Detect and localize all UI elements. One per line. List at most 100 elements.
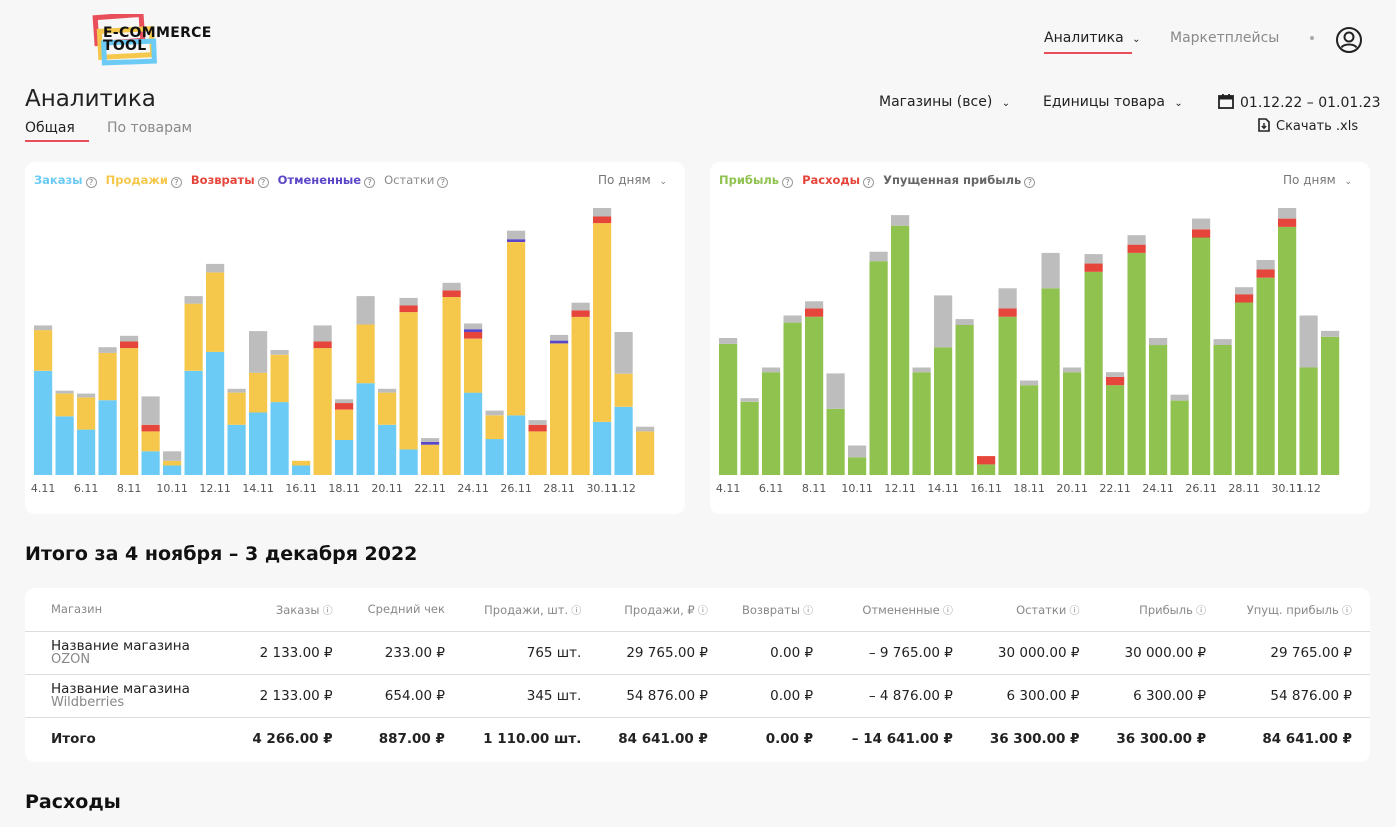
bar-Продажи-9.11[interactable] [141, 431, 160, 452]
bar-Прибыль-8.11[interactable] [805, 316, 824, 475]
bar-Упущенная прибыль-26.11[interactable] [1192, 218, 1211, 230]
legend-sales[interactable]: Продажи [105, 173, 168, 187]
help-icon[interactable]: ⓘ [694, 605, 708, 617]
bar-Упущенная прибыль-1.12[interactable] [1299, 315, 1318, 368]
help-icon[interactable]: ? [863, 177, 875, 188]
bar-Заказы-12.11[interactable] [206, 351, 225, 475]
bar-Упущенная прибыль-18.11[interactable] [1020, 380, 1039, 386]
bar-Расходы-8.11[interactable] [805, 308, 824, 317]
legend-profit[interactable]: Прибыль [719, 173, 780, 187]
bar-Остатки-5.11[interactable] [55, 390, 74, 394]
bar-Расходы-22.11[interactable] [1106, 376, 1125, 386]
bar-Заказы-21.11[interactable] [399, 449, 418, 475]
bar-Заказы-13.11[interactable] [227, 424, 246, 475]
bar-Остатки-20.11[interactable] [378, 388, 397, 393]
bar-Возвраты-17.11[interactable] [313, 341, 332, 349]
help-icon[interactable]: ⓘ [568, 605, 582, 617]
bar-Отмененные-22.11[interactable] [421, 441, 440, 445]
bar-Остатки-22.11[interactable] [421, 438, 440, 442]
table-row[interactable]: Название магазина Wildberries 2 133.00 ₽65… [25, 674, 1370, 718]
bar-Упущенная прибыль-4.11[interactable] [719, 338, 738, 344]
bar-Продажи-4.11[interactable] [34, 330, 53, 371]
bar-Остатки-1.12[interactable] [614, 332, 633, 374]
bar-Заказы-1.12[interactable] [614, 406, 633, 475]
bar-Упущенная прибыль-15.11[interactable] [955, 319, 974, 325]
units-filter-dropdown[interactable]: Единицы товара ⌄ [1043, 94, 1183, 110]
bar-Прибыль-24.11[interactable] [1149, 345, 1168, 475]
bar-Упущенная прибыль-11.11[interactable] [869, 251, 888, 262]
bar-Продажи-22.11[interactable] [421, 444, 440, 475]
bar-Прибыль-16.11[interactable] [977, 464, 996, 475]
bar-Прибыль-25.11[interactable] [1170, 400, 1189, 475]
bar-Продажи-17.11[interactable] [313, 348, 332, 475]
bar-Прибыль-9.11[interactable] [826, 408, 845, 475]
bar-Упущенная прибыль-23.11[interactable] [1127, 235, 1146, 245]
bar-Прибыль-5.11[interactable] [740, 401, 759, 475]
bar-Расходы-21.11[interactable] [1084, 263, 1103, 272]
bar-Заказы-11.11[interactable] [184, 370, 203, 475]
legend-expenses[interactable]: Расходы [802, 173, 861, 187]
help-icon[interactable]: ? [85, 177, 97, 188]
help-icon[interactable]: ? [257, 177, 269, 188]
bar-Остатки-25.11[interactable] [485, 410, 504, 416]
legend-cancelled[interactable]: Отмененные [277, 173, 362, 187]
bar-Упущенная прибыль-14.11[interactable] [934, 295, 953, 348]
help-icon[interactable]: ⓘ [939, 605, 953, 617]
bar-Заказы-7.11[interactable] [98, 400, 117, 475]
bar-Заказы-9.11[interactable] [141, 451, 160, 475]
bar-Остатки-21.11[interactable] [399, 297, 418, 306]
date-range-picker[interactable]: 01.12.22 – 01.01.23 [1218, 94, 1381, 111]
user-profile-icon[interactable] [1335, 26, 1363, 54]
bar-Продажи-27.11[interactable] [528, 431, 547, 475]
bar-Прибыль-12.11[interactable] [891, 225, 910, 475]
bar-Упущенная прибыль-2.12[interactable] [1321, 330, 1340, 337]
legend-returns[interactable]: Возвраты [190, 173, 255, 187]
download-xls-button[interactable]: Скачать .xls [1258, 118, 1358, 134]
bar-Заказы-26.11[interactable] [507, 415, 526, 475]
bar-Заказы-20.11[interactable] [378, 424, 397, 475]
bar-Продажи-18.11[interactable] [335, 409, 354, 440]
bar-Остатки-29.11[interactable] [571, 302, 590, 311]
bar-Прибыль-17.11[interactable] [998, 316, 1017, 475]
bar-Продажи-20.11[interactable] [378, 392, 397, 425]
bar-Прибыль-26.11[interactable] [1192, 237, 1211, 476]
bar-Упущенная прибыль-9.11[interactable] [826, 373, 845, 409]
bar-Прибыль-13.11[interactable] [912, 372, 931, 475]
period-dropdown[interactable]: По дням ⌄ [1283, 173, 1352, 187]
bar-Возвраты-27.11[interactable] [528, 424, 547, 432]
bar-Остатки-23.11[interactable] [442, 282, 461, 291]
bar-Прибыль-6.11[interactable] [762, 372, 781, 475]
tab-products[interactable]: По товарам [107, 120, 193, 136]
bar-Прибыль-10.11[interactable] [848, 457, 867, 475]
bar-Заказы-19.11[interactable] [356, 383, 375, 475]
bar-Упущенная прибыль-6.11[interactable] [762, 367, 781, 373]
bar-Прибыль-4.11[interactable] [719, 343, 738, 475]
bar-Заказы-10.11[interactable] [163, 465, 182, 476]
bar-Прибыль-11.11[interactable] [869, 261, 888, 475]
bar-Расходы-28.11[interactable] [1235, 294, 1254, 303]
bar-Остатки-2.12[interactable] [636, 426, 655, 432]
bar-Расходы-17.11[interactable] [998, 308, 1017, 317]
bar-Продажи-16.11[interactable] [292, 460, 311, 466]
bar-Заказы-14.11[interactable] [249, 412, 268, 476]
bar-Упущенная прибыль-17.11[interactable] [998, 288, 1017, 309]
bar-Продажи-25.11[interactable] [485, 415, 504, 440]
bar-Продажи-21.11[interactable] [399, 312, 418, 450]
help-icon[interactable]: ⓘ [1192, 605, 1207, 617]
bar-Остатки-19.11[interactable] [356, 296, 375, 325]
bar-Заказы-16.11[interactable] [292, 465, 311, 476]
bar-Упущенная прибыль-30.11[interactable] [1278, 208, 1297, 219]
bar-Прибыль-15.11[interactable] [955, 325, 974, 475]
bar-Упущенная прибыль-20.11[interactable] [1063, 367, 1082, 373]
bar-Остатки-27.11[interactable] [528, 420, 547, 425]
bar-Заказы-6.11[interactable] [77, 429, 96, 475]
bar-Остатки-4.11[interactable] [34, 325, 53, 331]
bar-Расходы-26.11[interactable] [1192, 229, 1211, 238]
help-icon[interactable]: ⓘ [1066, 605, 1080, 617]
bar-Возвраты-9.11[interactable] [141, 424, 160, 432]
logo-icon[interactable] [24, 14, 234, 66]
bar-Упущенная прибыль-27.11[interactable] [1213, 339, 1232, 345]
bar-Продажи-19.11[interactable] [356, 324, 375, 384]
bar-Упущенная прибыль-25.11[interactable] [1170, 394, 1189, 401]
bar-Отмененные-24.11[interactable] [464, 329, 483, 332]
